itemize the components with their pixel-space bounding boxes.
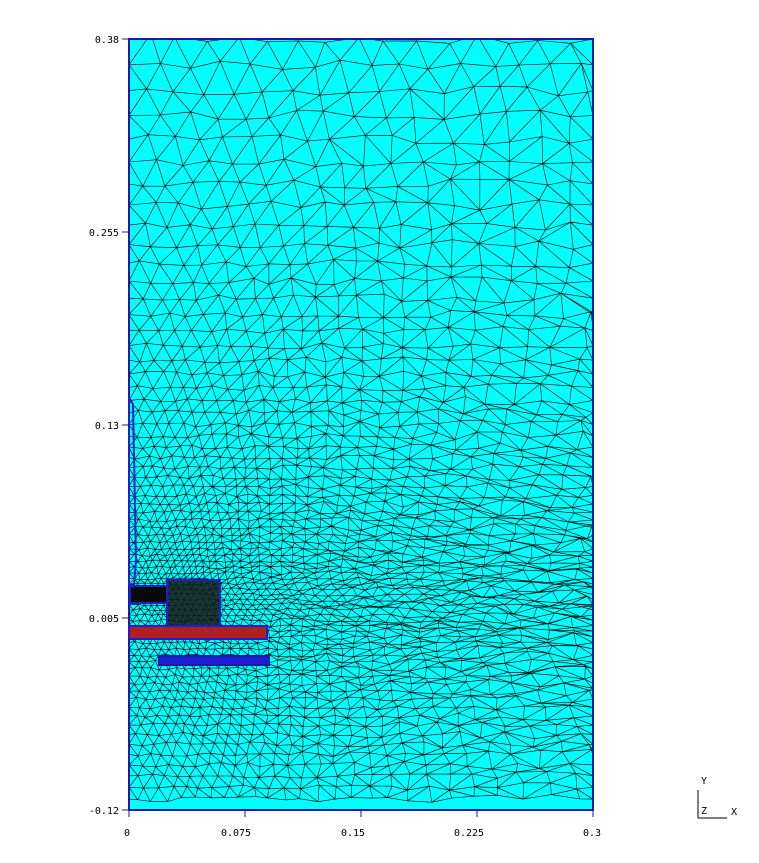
y-tick-label: 0.005 — [89, 614, 119, 625]
coil-region-blue — [158, 655, 270, 666]
triad-y-label: Y — [701, 776, 707, 787]
y-axis: 0.38 0.255 0.13 0.005 -0.12 — [89, 35, 129, 817]
coil-region-red — [128, 625, 268, 640]
x-axis: 0 0.075 0.15 0.225 0.3 — [124, 810, 601, 839]
x-tick-label: 0.225 — [454, 828, 484, 839]
y-tick-label: 0.255 — [89, 228, 119, 239]
shaft-boundary — [128, 394, 138, 586]
triad-z-label: Z — [701, 806, 707, 817]
x-tick-label: 0.3 — [583, 828, 601, 839]
dark-block-region — [129, 585, 168, 604]
x-tick-label: 0.15 — [341, 828, 365, 839]
x-tick-label: 0.075 — [221, 828, 251, 839]
x-tick-label: 0 — [124, 828, 130, 839]
axes-triad: Y Z X — [697, 776, 737, 819]
core-region — [166, 579, 221, 627]
mesh-domain-background — [129, 39, 593, 810]
mesh-edges — [129, 39, 593, 803]
y-tick-label: -0.12 — [89, 806, 119, 817]
y-tick-label: 0.38 — [95, 35, 119, 46]
triad-x-label: X — [731, 807, 737, 818]
triangle-mesh — [129, 39, 593, 803]
geometry-regions — [128, 394, 270, 666]
y-tick-label: 0.13 — [95, 421, 119, 432]
